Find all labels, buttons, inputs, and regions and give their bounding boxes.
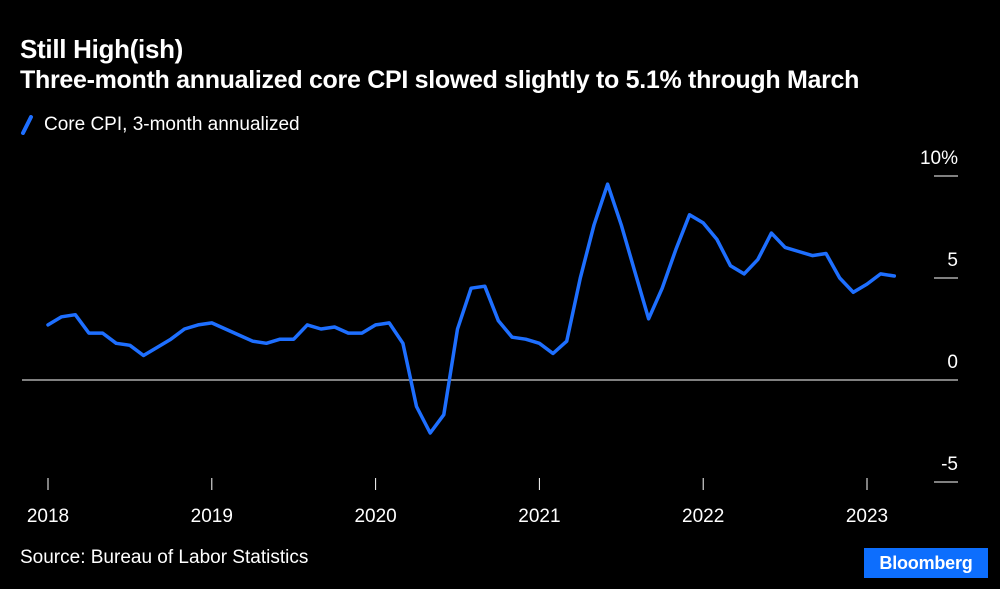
legend-swatch-icon bbox=[21, 115, 33, 135]
legend: Core CPI, 3-month annualized bbox=[20, 114, 300, 136]
x-tick-label: 2022 bbox=[682, 506, 724, 527]
legend-label: Core CPI, 3-month annualized bbox=[44, 114, 300, 135]
x-tick-label: 2023 bbox=[846, 506, 888, 527]
y-tick-label: 0 bbox=[947, 352, 958, 373]
series-line-core-cpi bbox=[46, 182, 897, 435]
y-tick-label: 5 bbox=[947, 250, 958, 271]
y-tick-label: -5 bbox=[941, 454, 958, 475]
y-tick-label: 10% bbox=[920, 148, 958, 169]
bloomberg-logo: Bloomberg bbox=[864, 548, 988, 578]
x-tick-label: 2021 bbox=[518, 506, 560, 527]
x-tick-label: 2018 bbox=[27, 506, 69, 527]
x-tick-label: 2019 bbox=[191, 506, 233, 527]
source-note: Source: Bureau of Labor Statistics bbox=[20, 547, 309, 568]
chart-subtitle: Three-month annualized core CPI slowed s… bbox=[20, 66, 860, 94]
x-tick-label: 2020 bbox=[354, 506, 396, 527]
chart-title: Still High(ish) bbox=[20, 34, 184, 64]
